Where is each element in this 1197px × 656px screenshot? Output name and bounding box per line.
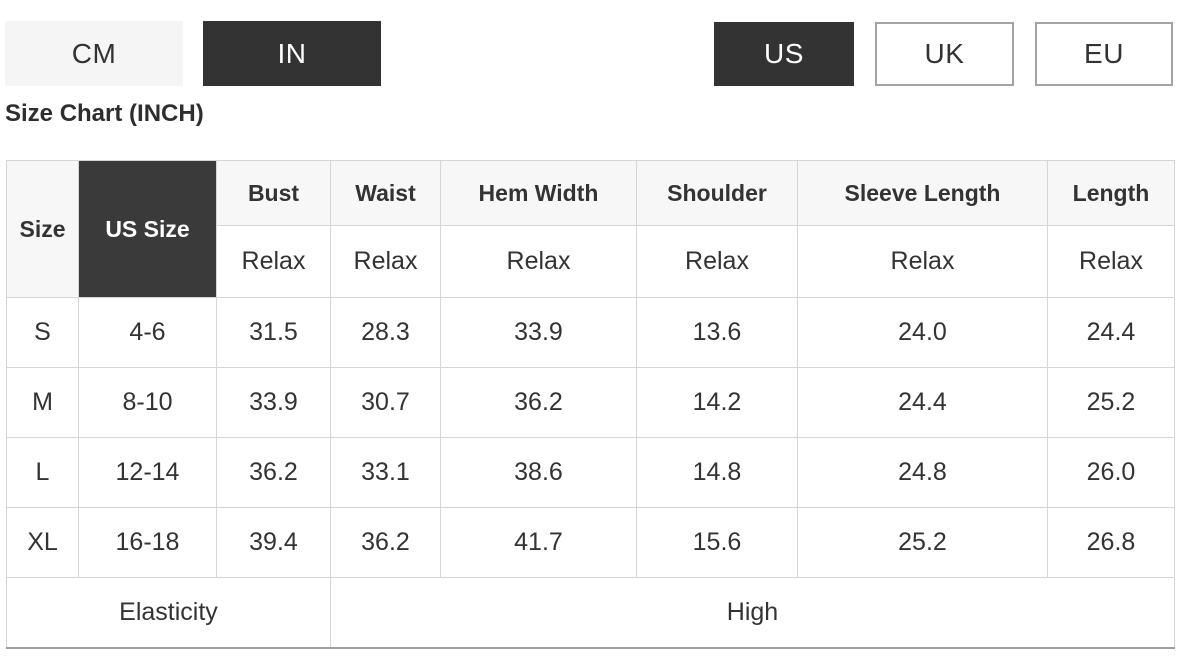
value-cell-bust: 33.9 [216, 367, 331, 438]
elasticity-row: Elasticity High [6, 577, 1175, 649]
fit-label-length: Relax [1047, 225, 1175, 298]
uk-button[interactable]: UK [875, 22, 1014, 86]
elasticity-value: High [330, 577, 1175, 649]
value-cell-length: 25.2 [1047, 367, 1175, 438]
size-cell: L [6, 437, 79, 508]
eu-button[interactable]: EU [1035, 22, 1173, 86]
value-cell-shoulder: 15.6 [636, 507, 798, 578]
us-size-cell: 4-6 [78, 297, 217, 368]
value-cell-hem-width: 38.6 [440, 437, 637, 508]
fit-label-shoulder: Relax [636, 225, 798, 298]
us-size-cell: 8-10 [78, 367, 217, 438]
elasticity-label: Elasticity [6, 577, 331, 649]
value-cell-hem-width: 33.9 [440, 297, 637, 368]
value-cell-waist: 28.3 [330, 297, 441, 368]
value-cell-length: 26.8 [1047, 507, 1175, 578]
fit-label-sleeve-length: Relax [797, 225, 1048, 298]
fit-label-bust: Relax [216, 225, 331, 298]
table-row-s: S 4-6 31.5 28.3 33.9 13.6 24.0 24.4 [6, 297, 1175, 368]
value-cell-length: 26.0 [1047, 437, 1175, 508]
size-cell: XL [6, 507, 79, 578]
cm-button[interactable]: CM [5, 21, 183, 86]
size-chart-table: Size US Size Bust Waist Hem Width Should… [6, 160, 1175, 649]
col-header-waist: Waist [330, 160, 441, 226]
us-size-cell: 16-18 [78, 507, 217, 578]
value-cell-sleeve-length: 24.4 [797, 367, 1048, 438]
size-cell: S [6, 297, 79, 368]
value-cell-sleeve-length: 25.2 [797, 507, 1048, 578]
table-row-xl: XL 16-18 39.4 36.2 41.7 15.6 25.2 26.8 [6, 507, 1175, 578]
value-cell-bust: 36.2 [216, 437, 331, 508]
value-cell-shoulder: 14.2 [636, 367, 798, 438]
value-cell-sleeve-length: 24.0 [797, 297, 1048, 368]
us-button[interactable]: US [714, 22, 854, 86]
col-header-sleeve-length: Sleeve Length [797, 160, 1048, 226]
value-cell-bust: 31.5 [216, 297, 331, 368]
value-cell-bust: 39.4 [216, 507, 331, 578]
in-button[interactable]: IN [203, 21, 381, 86]
fit-label-hem-width: Relax [440, 225, 637, 298]
value-cell-shoulder: 13.6 [636, 297, 798, 368]
value-cell-shoulder: 14.8 [636, 437, 798, 508]
us-size-cell: 12-14 [78, 437, 217, 508]
col-header-hem-width: Hem Width [440, 160, 637, 226]
value-cell-sleeve-length: 24.8 [797, 437, 1048, 508]
table-row-m: M 8-10 33.9 30.7 36.2 14.2 24.4 25.2 [6, 367, 1175, 438]
col-header-bust: Bust [216, 160, 331, 226]
size-chart-title: Size Chart (INCH) [5, 100, 204, 127]
value-cell-waist: 36.2 [330, 507, 441, 578]
value-cell-hem-width: 41.7 [440, 507, 637, 578]
col-header-shoulder: Shoulder [636, 160, 798, 226]
col-header-length: Length [1047, 160, 1175, 226]
us-size-column-header: US Size [78, 160, 217, 298]
value-cell-waist: 30.7 [330, 367, 441, 438]
fit-label-waist: Relax [330, 225, 441, 298]
value-cell-hem-width: 36.2 [440, 367, 637, 438]
size-cell: M [6, 367, 79, 438]
table-row-l: L 12-14 36.2 33.1 38.6 14.8 24.8 26.0 [6, 437, 1175, 508]
value-cell-length: 24.4 [1047, 297, 1175, 368]
value-cell-waist: 33.1 [330, 437, 441, 508]
size-column-header: Size [6, 160, 79, 298]
